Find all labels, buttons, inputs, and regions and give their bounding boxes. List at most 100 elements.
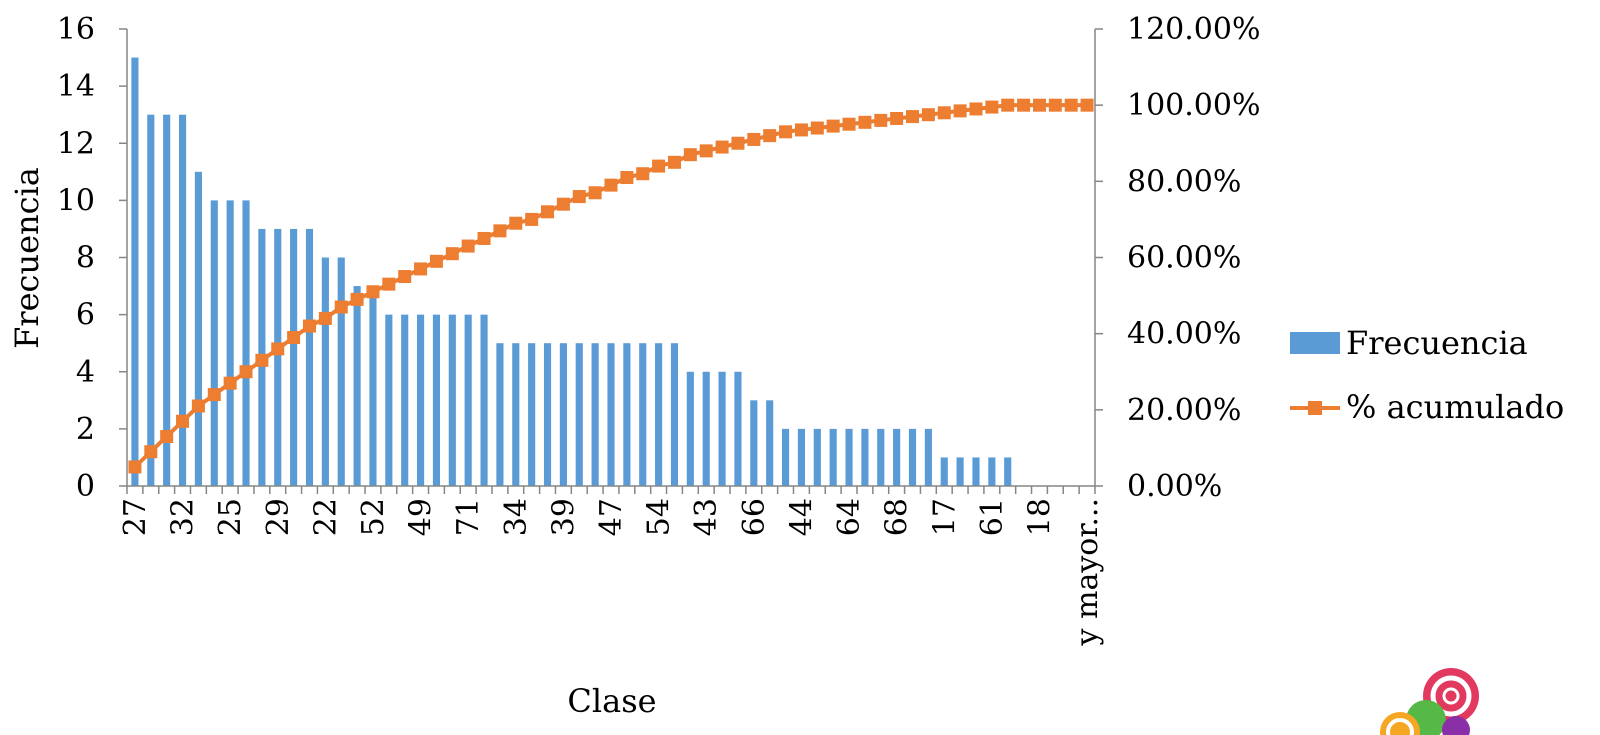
bar-frecuencia-36 [702, 371, 710, 486]
marker-acumulado-47 [874, 113, 888, 127]
marker-acumulado-40 [763, 129, 777, 143]
x-tick-label-22: 54 [642, 498, 677, 536]
marker-acumulado-15 [366, 285, 380, 299]
bar-frecuencia-51 [940, 457, 948, 486]
x-tick-label-16: 34 [499, 498, 534, 536]
y-tick-label-2: 4 [76, 355, 95, 390]
marker-acumulado-3 [176, 414, 190, 428]
x-tick-label-20: 47 [594, 498, 629, 536]
x-tick-label-14: 71 [451, 498, 486, 536]
marker-acumulado-50 [921, 108, 935, 122]
x-axis-title: Clase [567, 682, 656, 720]
marker-acumulado-49 [906, 110, 920, 124]
x-tick-label-32: 68 [880, 498, 915, 536]
marker-acumulado-12 [318, 311, 332, 325]
marker-acumulado-2 [160, 429, 174, 443]
y2-tick-label-6: 120.00% [1127, 12, 1260, 47]
bar-frecuencia-21 [464, 314, 472, 487]
bar-frecuencia-23 [496, 343, 504, 486]
marker-acumulado-7 [239, 365, 253, 379]
marker-acumulado-60 [1080, 98, 1094, 112]
marker-acumulado-46 [858, 115, 872, 129]
marker-acumulado-10 [287, 330, 301, 344]
marker-acumulado-23 [493, 224, 507, 238]
bar-frecuencia-28 [575, 343, 583, 486]
x-tick-label-28: 44 [784, 498, 819, 536]
bar-frecuencia-17 [401, 314, 409, 487]
marker-acumulado-21 [461, 239, 475, 253]
marker-acumulado-32 [636, 167, 650, 181]
x-tick-label-2: 32 [166, 498, 201, 536]
axes-layer [119, 28, 1103, 494]
marker-acumulado-55 [1001, 98, 1015, 112]
bar-frecuencia-45 [845, 428, 853, 487]
marker-acumulado-39 [747, 132, 761, 146]
y-tick-label-7: 14 [57, 69, 95, 104]
bar-frecuencia-29 [591, 343, 599, 486]
bar-frecuencia-1 [147, 114, 155, 486]
bar-frecuencia-53 [972, 457, 980, 486]
marker-acumulado-14 [350, 292, 364, 306]
y-tick-label-0: 0 [76, 469, 95, 504]
bar-frecuencia-2 [163, 114, 171, 486]
bar-frecuencia-32 [639, 343, 647, 486]
y2-tick-label-0: 0.00% [1127, 469, 1222, 504]
bar-frecuencia-5 [210, 200, 218, 487]
marker-acumulado-4 [191, 399, 205, 413]
x-tick-label-0: 27 [118, 498, 153, 536]
x-tick-label-12: 49 [404, 498, 439, 536]
bar-frecuencia-33 [655, 343, 663, 486]
bar-frecuencia-48 [893, 428, 901, 487]
marker-acumulado-20 [445, 247, 459, 261]
tick-labels-layer: 02468101214160.00%20.00%40.00%60.00%80.0… [57, 12, 1261, 646]
bars-layer [131, 57, 1012, 487]
marker-acumulado-56 [1017, 98, 1031, 112]
decorative-swirl-image [1380, 668, 1479, 735]
marker-acumulado-45 [842, 117, 856, 131]
bar-frecuencia-16 [385, 314, 393, 487]
y-axis-title: Frecuencia [8, 167, 46, 349]
bar-frecuencia-30 [607, 343, 615, 486]
bar-frecuencia-13 [337, 257, 345, 486]
bar-frecuencia-42 [797, 428, 805, 487]
marker-acumulado-24 [509, 216, 523, 230]
x-tick-label-4: 25 [213, 498, 248, 536]
bar-frecuencia-20 [448, 314, 456, 487]
bar-frecuencia-9 [274, 228, 282, 486]
bar-frecuencia-41 [781, 428, 790, 487]
marker-acumulado-52 [953, 104, 967, 118]
marker-acumulado-35 [683, 148, 697, 162]
bar-frecuencia-40 [766, 400, 774, 486]
bar-frecuencia-12 [321, 257, 329, 486]
marker-acumulado-19 [429, 254, 443, 268]
marker-acumulado-43 [810, 121, 824, 135]
marker-acumulado-53 [969, 102, 983, 116]
x-tick-label-10: 52 [356, 498, 391, 536]
marker-acumulado-33 [652, 159, 666, 173]
bar-frecuencia-35 [686, 371, 694, 486]
bar-frecuencia-46 [861, 428, 869, 487]
bar-frecuencia-50 [924, 428, 932, 487]
x-tick-label-18: 39 [546, 498, 581, 536]
marker-acumulado-25 [525, 212, 539, 226]
y-tick-label-8: 16 [57, 12, 95, 47]
marker-acumulado-17 [398, 270, 412, 284]
x-tick-label-40: y mayor... [1070, 498, 1105, 646]
cumulative-line-layer [128, 98, 1094, 474]
y2-tick-label-4: 80.00% [1127, 164, 1241, 199]
y2-tick-label-1: 20.00% [1127, 393, 1241, 428]
y-tick-label-1: 2 [76, 412, 95, 447]
marker-acumulado-38 [731, 136, 745, 150]
bar-frecuencia-52 [956, 457, 964, 486]
x-tick-label-26: 66 [737, 498, 772, 536]
marker-acumulado-27 [556, 197, 570, 211]
marker-acumulado-11 [302, 319, 316, 333]
x-tick-label-8: 22 [308, 498, 343, 536]
marker-acumulado-28 [572, 190, 586, 204]
bar-frecuencia-31 [623, 343, 631, 486]
marker-acumulado-41 [779, 125, 793, 139]
y-tick-label-3: 6 [76, 298, 95, 333]
marker-acumulado-36 [699, 144, 713, 158]
x-tick-label-38: 18 [1022, 498, 1057, 536]
